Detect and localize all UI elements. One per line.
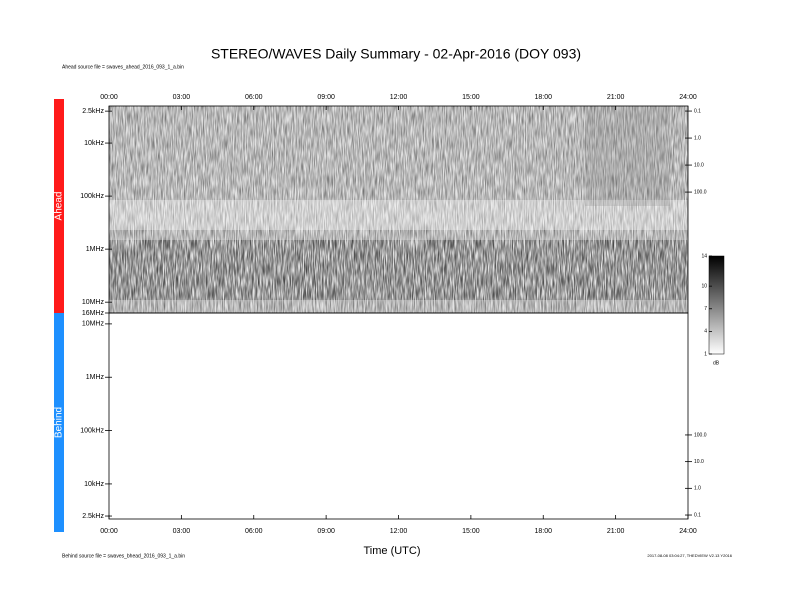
x-tick-label: 03:00 bbox=[173, 94, 191, 101]
y-tick-label: 10MHz bbox=[82, 299, 105, 306]
y2-tick-label: 100.0 bbox=[694, 432, 707, 438]
y2-tick-label: 10.0 bbox=[694, 162, 704, 168]
y-tick-label: 100kHz bbox=[80, 193, 104, 200]
x-tick-label: 15:00 bbox=[462, 94, 480, 101]
x-tick-label: 00:00 bbox=[100, 94, 118, 101]
x-tick-label: 09:00 bbox=[317, 94, 335, 101]
y2-tick-label: 0.1 bbox=[694, 512, 701, 518]
x-tick-label: 03:00 bbox=[173, 528, 191, 535]
colorbar bbox=[708, 255, 725, 355]
source-file: Behind source file = swaves_bhead_2016_0… bbox=[62, 553, 185, 559]
y-tick-label: 10MHz bbox=[82, 321, 105, 328]
y-tick-label: 10kHz bbox=[84, 140, 104, 147]
x-tick-label: 06:00 bbox=[245, 528, 263, 535]
spacecraft-label: Ahead bbox=[54, 192, 65, 221]
colorbar-tick-label: 1 bbox=[704, 351, 707, 357]
x-tick-label: 18:00 bbox=[534, 94, 552, 101]
colorbar-label: dB bbox=[713, 360, 720, 366]
x-tick-label: 21:00 bbox=[607, 528, 625, 535]
x-tick-label: 09:00 bbox=[317, 528, 335, 535]
source-file: Ahead source file = swaves_ahead_2016_09… bbox=[62, 64, 184, 70]
x-tick-label: 06:00 bbox=[245, 94, 263, 101]
x-tick-label: 00:00 bbox=[100, 528, 118, 535]
y-tick-label: 2.5kHz bbox=[82, 108, 104, 115]
x-axis-label: Time (UTC) bbox=[363, 545, 420, 557]
y-tick-label: 16MHz bbox=[82, 310, 105, 317]
colorbar-tick-label: 7 bbox=[704, 306, 707, 312]
title: STEREO/WAVES Daily Summary - 02-Apr-2016… bbox=[211, 46, 581, 62]
colorbar-tick-label: 4 bbox=[704, 329, 707, 335]
x-tick-label: 24:00 bbox=[679, 528, 697, 535]
colorbar-tick-label: 14 bbox=[701, 253, 707, 259]
x-tick-label: 15:00 bbox=[462, 528, 480, 535]
y-tick-label: 1MHz bbox=[86, 374, 105, 381]
x-tick-label: 24:00 bbox=[679, 94, 697, 101]
spacecraft-label: Behind bbox=[54, 407, 65, 438]
y-tick-label: 10kHz bbox=[84, 481, 104, 488]
spacecraft-bar bbox=[54, 313, 64, 532]
x-tick-label: 12:00 bbox=[390, 528, 408, 535]
x-tick-label: 12:00 bbox=[390, 94, 408, 101]
note: 2017-08-08 03:04:27, THEDVIEW V2.13 Y201… bbox=[647, 553, 732, 558]
y2-tick-label: 100.0 bbox=[694, 189, 707, 195]
y-tick-label: 2.5kHz bbox=[82, 513, 104, 520]
spacecraft-bar bbox=[54, 99, 64, 313]
y2-tick-label: 1.0 bbox=[694, 135, 701, 141]
spectrogram bbox=[109, 106, 688, 313]
y2-tick-label: 10.0 bbox=[694, 459, 704, 465]
y2-tick-label: 1.0 bbox=[694, 486, 701, 492]
y2-tick-label: 0.1 bbox=[694, 108, 701, 114]
y-tick-label: 1MHz bbox=[86, 246, 105, 253]
x-tick-label: 18:00 bbox=[534, 528, 552, 535]
y-tick-label: 100kHz bbox=[80, 427, 104, 434]
panel-frame bbox=[108, 312, 689, 520]
colorbar-tick-label: 10 bbox=[701, 283, 707, 289]
x-tick-label: 21:00 bbox=[607, 94, 625, 101]
